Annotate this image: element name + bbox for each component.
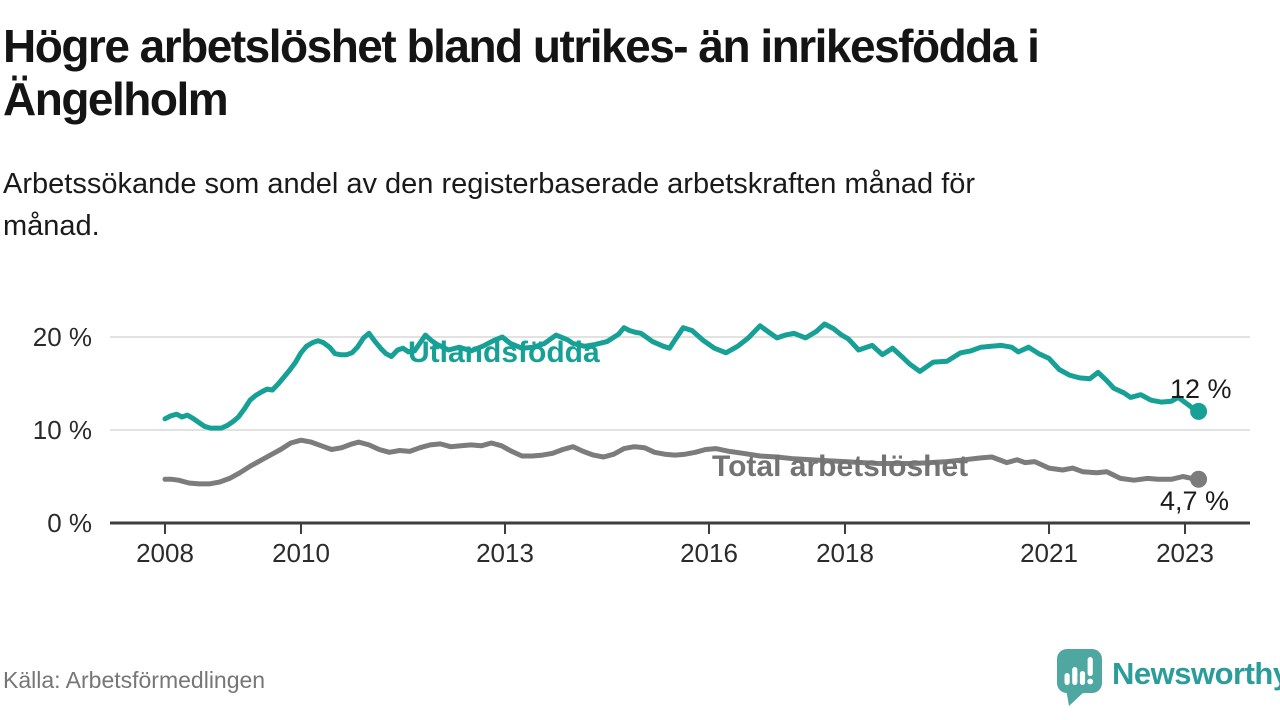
x-tick-label: 2010 [272, 538, 330, 568]
series-label-total-arbetsloshet: Total arbetslöshet [712, 450, 969, 483]
chart-subtitle: Arbetssökande som andel av den registerb… [3, 168, 976, 243]
series-line-total-arbetsl-shet [162, 437, 1202, 487]
end-value-label-total-arbetsloshet: 4,7 % [1160, 486, 1230, 516]
chart-area: 0 % 10 % 20 % 2008 2010 2013 2016 2018 2021 2023 … [0, 300, 1280, 600]
end-value-label-utlandsfodda: 12 % [1170, 374, 1232, 404]
x-tick-label: 2023 [1156, 538, 1214, 568]
y-tick-label: 0 % [47, 508, 92, 538]
y-tick-label: 10 % [33, 415, 92, 445]
x-tick-label: 2013 [476, 538, 534, 568]
series-end-dot [1190, 470, 1208, 488]
series-end-dot [1190, 402, 1208, 420]
x-tick-label: 2018 [816, 538, 874, 568]
series-line-utlandsf-dda [162, 321, 1202, 431]
x-tick-label: 2021 [1020, 538, 1078, 568]
x-tick-label: 2016 [680, 538, 738, 568]
line-chart: 0 % 10 % 20 % 2008 2010 2013 2016 2018 2021 2023 [33, 321, 1250, 568]
source-note: Källa: Arbetsförmedlingen [3, 667, 266, 693]
newsworthy-speech-bubble-chart-icon [1057, 649, 1102, 706]
x-tick-label: 2008 [136, 538, 194, 568]
newsworthy-logo: Newsworthy [1056, 648, 1280, 708]
series-label-utlandsfodda: Utlandsfödda [408, 336, 600, 369]
y-tick-label: 20 % [33, 322, 92, 352]
brand-name: Newsworthy [1112, 656, 1280, 691]
page-title: Högre arbetslöshet bland utrikes- än inr… [3, 20, 1040, 125]
